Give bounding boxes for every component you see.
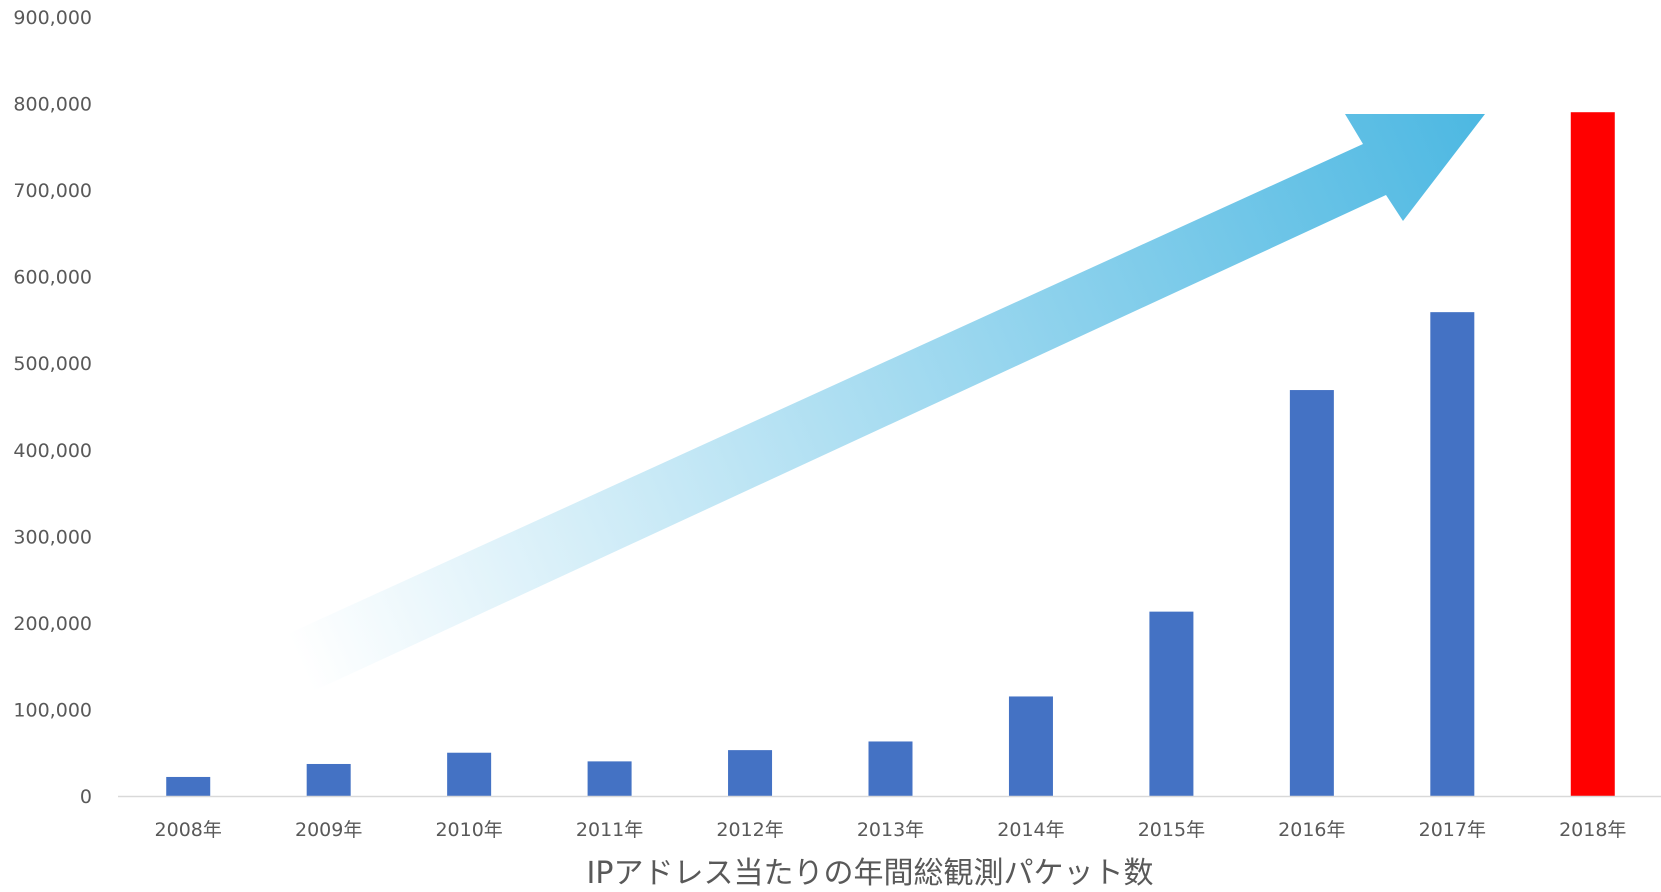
bar bbox=[587, 761, 632, 796]
bar bbox=[1149, 611, 1194, 796]
y-tick-label: 100,000 bbox=[13, 699, 92, 721]
x-tick-label: 2009年 bbox=[295, 819, 362, 841]
y-tick-label: 900,000 bbox=[13, 7, 92, 29]
y-tick-label: 300,000 bbox=[13, 526, 92, 548]
bar bbox=[447, 752, 492, 796]
y-axis-tick-labels: 0 100,000 200,000 300,000 400,000 500,000 600,… bbox=[13, 7, 92, 808]
y-tick-label: 200,000 bbox=[13, 613, 92, 635]
x-tick-label: 2017年 bbox=[1419, 819, 1486, 841]
bar bbox=[1289, 390, 1334, 796]
y-tick-label: 400,000 bbox=[13, 440, 92, 462]
x-axis-title: IPアドレス当たりの年間総観測パケット数 bbox=[587, 856, 1154, 891]
bar bbox=[1008, 696, 1053, 796]
trend-arrow bbox=[268, 114, 1485, 695]
x-tick-label: 2018年 bbox=[1559, 819, 1626, 841]
y-tick-label: 0 bbox=[80, 786, 92, 808]
bar bbox=[1430, 312, 1475, 796]
bar bbox=[306, 763, 351, 796]
x-tick-label: 2014年 bbox=[997, 819, 1064, 841]
y-tick-label: 600,000 bbox=[13, 267, 92, 289]
bar bbox=[166, 776, 211, 796]
y-tick-label: 800,000 bbox=[13, 94, 92, 116]
bars-group bbox=[166, 112, 1615, 796]
bar bbox=[728, 750, 773, 796]
x-tick-label: 2013年 bbox=[857, 819, 924, 841]
x-tick-label: 2008年 bbox=[155, 819, 222, 841]
trend-arrow-icon bbox=[268, 114, 1485, 695]
bar bbox=[868, 741, 913, 796]
y-tick-label: 500,000 bbox=[13, 353, 92, 375]
x-tick-label: 2016年 bbox=[1278, 819, 1345, 841]
x-tick-label: 2011年 bbox=[576, 819, 643, 841]
x-tick-label: 2015年 bbox=[1138, 819, 1205, 841]
x-tick-label: 2010年 bbox=[435, 819, 502, 841]
bar-highlighted bbox=[1570, 112, 1615, 796]
x-axis-tick-labels: 2008年 2009年 2010年 2011年 2012年 2013年 2014年 2015年… bbox=[155, 819, 1627, 841]
y-tick-label: 700,000 bbox=[13, 180, 92, 202]
x-tick-label: 2012年 bbox=[716, 819, 783, 841]
